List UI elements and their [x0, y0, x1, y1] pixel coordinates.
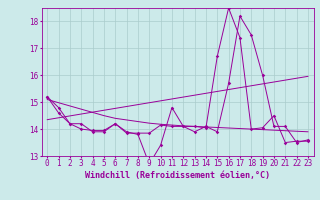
X-axis label: Windchill (Refroidissement éolien,°C): Windchill (Refroidissement éolien,°C) — [85, 171, 270, 180]
